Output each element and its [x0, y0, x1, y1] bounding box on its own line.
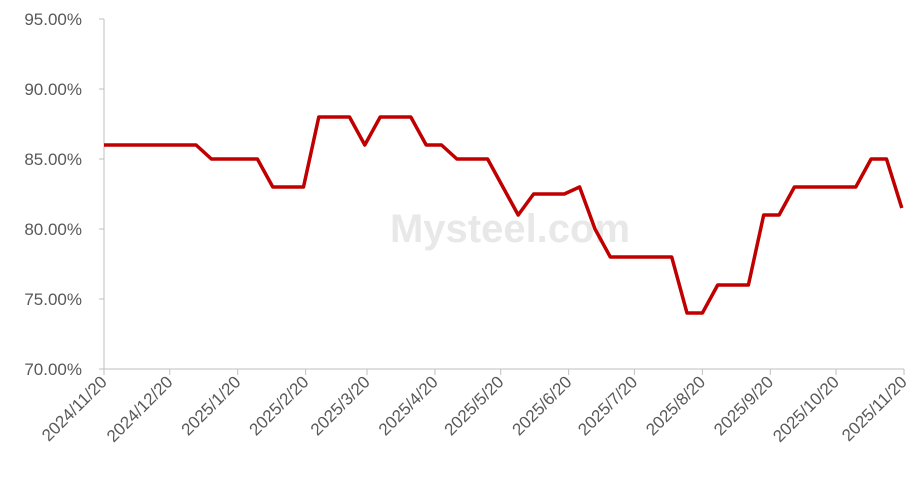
- y-tick-label: 75.00%: [24, 290, 82, 309]
- y-tick-label: 70.00%: [24, 360, 82, 379]
- x-tick-label: 2025/7/20: [574, 372, 641, 439]
- y-tick-label: 90.00%: [24, 80, 82, 99]
- line-series: [104, 115, 904, 315]
- x-tick-label: 2025/2/20: [246, 372, 313, 439]
- x-tick-label: 2025/11/20: [838, 372, 910, 445]
- x-tick-label: 2025/5/20: [441, 372, 508, 439]
- x-tick-label: 2025/9/20: [710, 372, 777, 439]
- y-tick-label: 95.00%: [24, 10, 82, 29]
- x-tick-label: 2025/1/20: [178, 372, 245, 439]
- y-tick-label: 85.00%: [24, 150, 82, 169]
- x-tick-label: 2025/10/20: [769, 372, 843, 446]
- x-tick-label: 2025/4/20: [375, 372, 442, 439]
- x-tick-label: 2025/8/20: [642, 372, 709, 439]
- x-tick-label: 2024/12/20: [103, 372, 177, 446]
- y-tick-label: 80.00%: [24, 220, 82, 239]
- x-tick-label: 2025/3/20: [307, 372, 374, 439]
- x-tick-label: 2025/6/20: [509, 372, 576, 439]
- x-tick-label: 2024/11/20: [38, 372, 111, 445]
